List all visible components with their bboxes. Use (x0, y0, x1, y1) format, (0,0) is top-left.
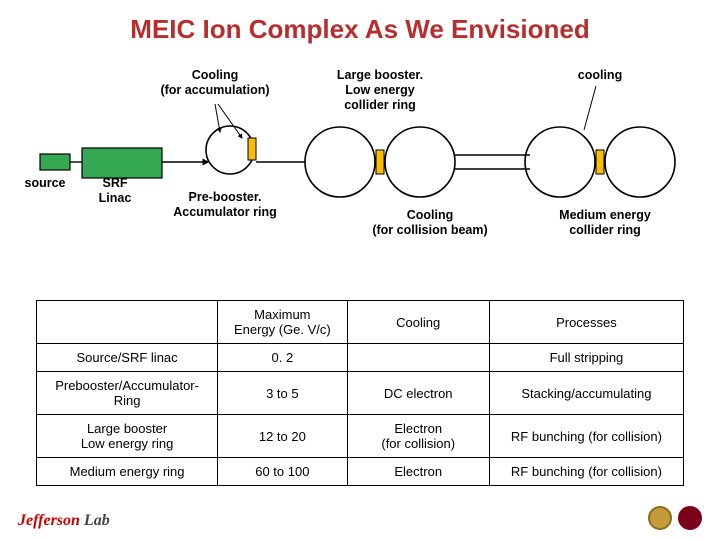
prebooster-ring (206, 126, 254, 174)
col-energy: MaximumEnergy (Ge. V/c) (218, 301, 347, 344)
cell-stage: Prebooster/Accumulator-Ring (37, 372, 218, 415)
col-cooling: Cooling (347, 301, 489, 344)
logo-suffix: Lab (80, 512, 110, 529)
large-booster-insert (376, 150, 384, 174)
cell-cooling: Electron (347, 458, 489, 486)
parameters-table-wrap: MaximumEnergy (Ge. V/c) Cooling Processe… (36, 300, 684, 486)
table-row: Prebooster/Accumulator-Ring 3 to 5 DC el… (37, 372, 684, 415)
cell-process: RF bunching (for collision) (489, 458, 683, 486)
prebooster-insert (248, 138, 256, 160)
table-row: Source/SRF linac 0. 2 Full stripping (37, 344, 684, 372)
srf-linac-box (82, 148, 162, 178)
logo-prefix: Jefferson (18, 512, 80, 529)
col-stage (37, 301, 218, 344)
cell-process: Full stripping (489, 344, 683, 372)
cell-stage: Large boosterLow energy ring (37, 415, 218, 458)
cell-stage: Source/SRF linac (37, 344, 218, 372)
col-process: Processes (489, 301, 683, 344)
medium-ring-insert (596, 150, 604, 174)
diagram-svg (0, 60, 720, 280)
footer-badges (648, 506, 702, 530)
badge-icon (648, 506, 672, 530)
parameters-table: MaximumEnergy (Ge. V/c) Cooling Processe… (36, 300, 684, 486)
jefferson-lab-logo: Jefferson Lab (18, 512, 110, 530)
table-row: Large boosterLow energy ring 12 to 20 El… (37, 415, 684, 458)
cell-cooling (347, 344, 489, 372)
cell-process: Stacking/accumulating (489, 372, 683, 415)
badge-icon (678, 506, 702, 530)
source-box (40, 154, 70, 170)
cell-energy: 12 to 20 (218, 415, 347, 458)
cell-energy: 60 to 100 (218, 458, 347, 486)
cell-stage: Medium energy ring (37, 458, 218, 486)
cell-cooling: DC electron (347, 372, 489, 415)
page-title: MEIC Ion Complex As We Envisioned (0, 0, 720, 45)
cell-energy: 0. 2 (218, 344, 347, 372)
footer: Jefferson Lab (0, 504, 720, 534)
cell-process: RF bunching (for collision) (489, 415, 683, 458)
table-header-row: MaximumEnergy (Ge. V/c) Cooling Processe… (37, 301, 684, 344)
cell-energy: 3 to 5 (218, 372, 347, 415)
ion-complex-diagram: Cooling(for accumulation) Large booster.… (0, 60, 720, 280)
cell-cooling: Electron(for collision) (347, 415, 489, 458)
table-row: Medium energy ring 60 to 100 Electron RF… (37, 458, 684, 486)
